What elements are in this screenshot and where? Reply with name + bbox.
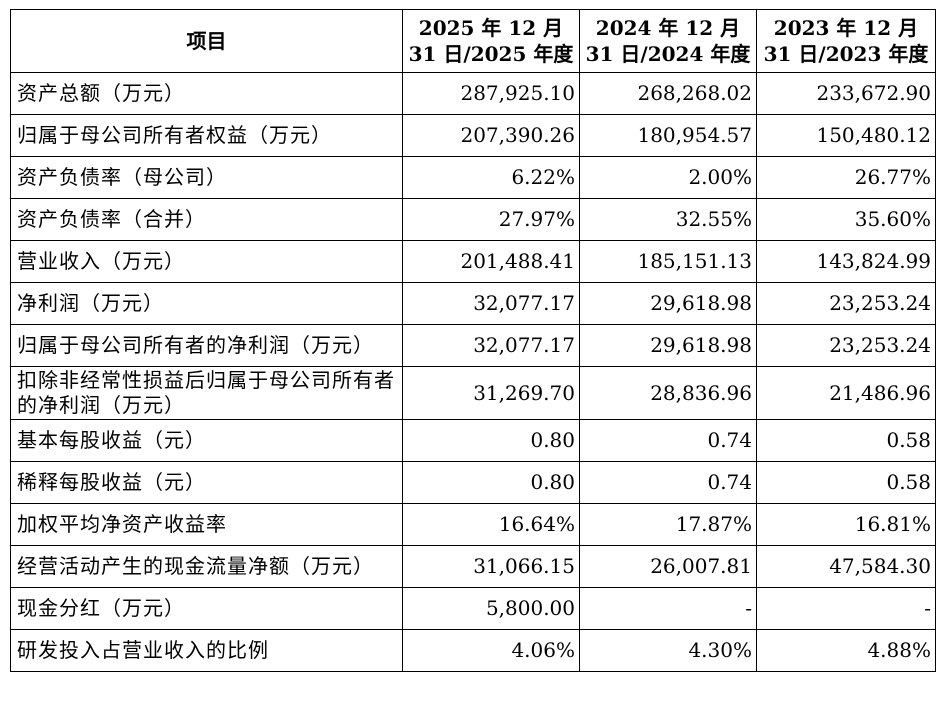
value-2023: 233,672.90: [756, 72, 936, 115]
row-label: 归属于母公司所有者权益（万元）: [10, 114, 403, 157]
table-row: 归属于母公司所有者权益（万元） 207,390.26 180,954.57 15…: [10, 114, 936, 157]
value-2024: 29,618.98: [579, 282, 757, 325]
value-2023: 150,480.12: [756, 114, 936, 157]
table-row: 资产总额（万元） 287,925.10 268,268.02 233,672.9…: [10, 72, 936, 115]
row-label: 归属于母公司所有者的净利润（万元）: [10, 324, 403, 367]
table-header-row: 项目 2025 年 12 月 31 日/2025 年度 2024 年 12 月 …: [10, 9, 936, 73]
value-2025: 31,066.15: [402, 545, 580, 588]
value-2024: 185,151.13: [579, 240, 757, 283]
table-row: 稀释每股收益（元） 0.80 0.74 0.58: [10, 461, 936, 504]
value-2024: 32.55%: [579, 198, 757, 241]
value-2024: 17.87%: [579, 503, 757, 546]
value-2025: 201,488.41: [402, 240, 580, 283]
value-2023: 4.88%: [756, 629, 936, 672]
header-2023: 2023 年 12 月 31 日/2023 年度: [756, 9, 936, 73]
value-2025: 0.80: [402, 419, 580, 462]
row-label: 资产总额（万元）: [10, 72, 403, 115]
value-2023: 16.81%: [756, 503, 936, 546]
row-label: 净利润（万元）: [10, 282, 403, 325]
table-row: 基本每股收益（元） 0.80 0.74 0.58: [10, 419, 936, 462]
row-label: 基本每股收益（元）: [10, 419, 403, 462]
header-item: 项目: [10, 9, 403, 73]
header-2025: 2025 年 12 月 31 日/2025 年度: [402, 9, 580, 73]
value-2023: 23,253.24: [756, 282, 936, 325]
row-label: 加权平均净资产收益率: [10, 503, 403, 546]
table-row: 资产负债率（合并） 27.97% 32.55% 35.60%: [10, 198, 936, 241]
row-label: 经营活动产生的现金流量净额（万元）: [10, 545, 403, 588]
financial-data-table: 项目 2025 年 12 月 31 日/2025 年度 2024 年 12 月 …: [10, 9, 936, 672]
value-2024: 0.74: [579, 461, 757, 504]
value-2024: 0.74: [579, 419, 757, 462]
value-2025: 4.06%: [402, 629, 580, 672]
value-2025: 27.97%: [402, 198, 580, 241]
table-row: 现金分红（万元） 5,800.00 - -: [10, 587, 936, 630]
table-row: 加权平均净资产收益率 16.64% 17.87% 16.81%: [10, 503, 936, 546]
table-row: 净利润（万元） 32,077.17 29,618.98 23,253.24: [10, 282, 936, 325]
value-2025: 207,390.26: [402, 114, 580, 157]
value-2025: 0.80: [402, 461, 580, 504]
value-2025: 16.64%: [402, 503, 580, 546]
value-2024: 29,618.98: [579, 324, 757, 367]
table-row: 资产负债率（母公司） 6.22% 2.00% 26.77%: [10, 156, 936, 199]
value-2024: 268,268.02: [579, 72, 757, 115]
value-2025: 32,077.17: [402, 282, 580, 325]
table-row: 经营活动产生的现金流量净额（万元） 31,066.15 26,007.81 47…: [10, 545, 936, 588]
value-2023: 23,253.24: [756, 324, 936, 367]
value-2024: 28,836.96: [579, 366, 757, 420]
value-2023: 35.60%: [756, 198, 936, 241]
row-label: 现金分红（万元）: [10, 587, 403, 630]
header-2024: 2024 年 12 月 31 日/2024 年度: [579, 9, 757, 73]
table-row: 归属于母公司所有者的净利润（万元） 32,077.17 29,618.98 23…: [10, 324, 936, 367]
table-row: 营业收入（万元） 201,488.41 185,151.13 143,824.9…: [10, 240, 936, 283]
value-2025: 31,269.70: [402, 366, 580, 420]
value-2023: -: [756, 587, 936, 630]
value-2023: 0.58: [756, 419, 936, 462]
row-label: 营业收入（万元）: [10, 240, 403, 283]
value-2025: 6.22%: [402, 156, 580, 199]
value-2023: 0.58: [756, 461, 936, 504]
value-2024: -: [579, 587, 757, 630]
table-row: 扣除非经常性损益后归属于母公司所有者的净利润（万元） 31,269.70 28,…: [10, 366, 936, 420]
value-2024: 180,954.57: [579, 114, 757, 157]
value-2025: 287,925.10: [402, 72, 580, 115]
row-label: 扣除非经常性损益后归属于母公司所有者的净利润（万元）: [10, 366, 403, 420]
value-2025: 32,077.17: [402, 324, 580, 367]
value-2024: 26,007.81: [579, 545, 757, 588]
table-row: 研发投入占营业收入的比例 4.06% 4.30% 4.88%: [10, 629, 936, 672]
row-label: 资产负债率（母公司）: [10, 156, 403, 199]
value-2023: 143,824.99: [756, 240, 936, 283]
row-label: 稀释每股收益（元）: [10, 461, 403, 504]
row-label: 研发投入占营业收入的比例: [10, 629, 403, 672]
value-2023: 26.77%: [756, 156, 936, 199]
value-2023: 21,486.96: [756, 366, 936, 420]
value-2024: 4.30%: [579, 629, 757, 672]
row-label: 资产负债率（合并）: [10, 198, 403, 241]
value-2023: 47,584.30: [756, 545, 936, 588]
value-2025: 5,800.00: [402, 587, 580, 630]
value-2024: 2.00%: [579, 156, 757, 199]
